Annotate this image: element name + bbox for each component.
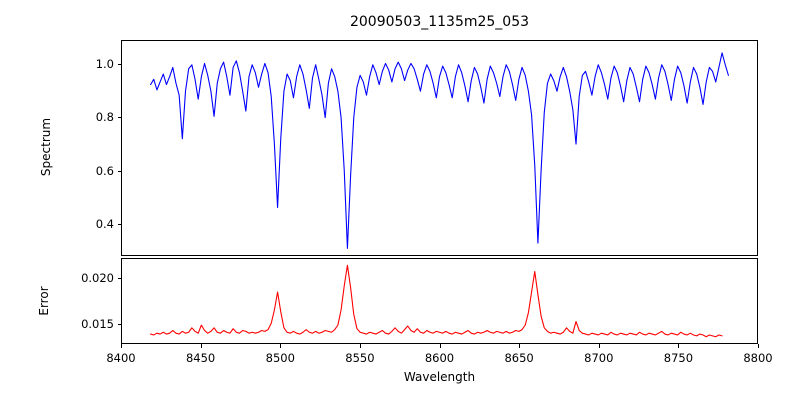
y-tick-label-spectrum: 0.8: [95, 110, 114, 125]
page-title: 20090503_1135m25_053: [349, 14, 530, 30]
y-tick-spectrum: [117, 117, 121, 119]
x-tick: [121, 344, 122, 348]
x-tick: [359, 344, 361, 348]
y-tick-spectrum: [117, 64, 121, 65]
error-plot-panel: [121, 258, 758, 344]
spectrum-plot-panel: [121, 40, 758, 256]
x-tick: [200, 344, 202, 348]
spectrum-trace: [150, 52, 729, 249]
x-tick-label: 8800: [743, 351, 773, 365]
y-tick-error: [117, 278, 121, 280]
x-tick-label: 8650: [504, 351, 534, 365]
y-tick-label-error: 0.015: [81, 316, 114, 331]
x-tick-label: 8600: [424, 351, 455, 365]
y-axis-label-spectrum: Spectrum: [39, 117, 53, 177]
y-tick-label-spectrum: 1.0: [95, 57, 114, 71]
y-tick-spectrum: [117, 224, 121, 225]
spectrum-line-series: [150, 52, 729, 249]
error-line-series: [150, 264, 723, 338]
y-tick-error: [117, 323, 121, 325]
y-tick-label-spectrum: 0.4: [95, 217, 114, 231]
x-tick: [439, 344, 441, 348]
x-tick: [598, 344, 600, 348]
x-tick-label: 8750: [663, 351, 694, 365]
x-tick: [519, 344, 521, 348]
x-axis-label: Wavelength: [403, 370, 476, 384]
x-tick-label: 8450: [185, 351, 216, 365]
x-tick-label: 8700: [584, 351, 614, 365]
x-tick: [678, 344, 680, 348]
error-trace: [150, 264, 723, 338]
y-tick-label-error: 0.020: [81, 271, 114, 286]
y-tick-label-spectrum: 0.6: [95, 163, 114, 178]
y-tick-spectrum: [117, 170, 121, 172]
x-tick-label: 8500: [265, 351, 295, 365]
x-tick: [758, 344, 759, 348]
y-axis-label-error: Error: [37, 286, 51, 316]
x-tick: [280, 344, 282, 348]
x-tick-label: 8400: [106, 351, 136, 365]
x-tick-label: 8550: [345, 351, 375, 365]
